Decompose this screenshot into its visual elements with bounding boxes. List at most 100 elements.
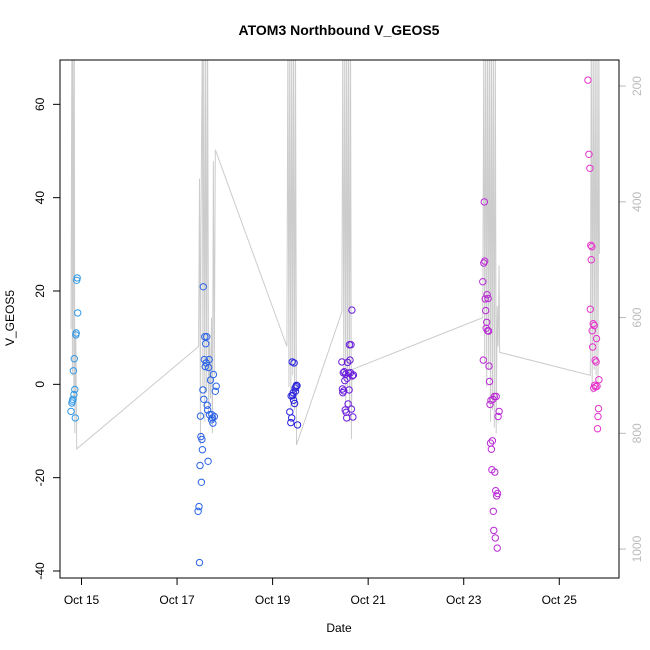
y-tick-label: 40 [33, 191, 47, 205]
data-point [70, 390, 78, 399]
data-point [485, 377, 494, 386]
data-point [345, 386, 353, 394]
x-tick-label: Oct 19 [255, 593, 291, 607]
data-point [198, 446, 207, 454]
data-point [286, 408, 294, 416]
data-point [212, 382, 220, 390]
axes: Oct 15 Oct 17 Oct 19 Oct 21 Oct 23 Oct 25 -40 -… [33, 76, 644, 607]
x-tick-label: Oct 25 [542, 593, 578, 607]
data-point [493, 544, 501, 552]
data-point [585, 150, 593, 159]
series-2 [194, 283, 220, 567]
x-tick-label: Oct 15 [64, 593, 100, 607]
data-point [592, 358, 600, 366]
data-point [588, 243, 596, 251]
data-point [586, 164, 594, 173]
data-point [344, 400, 352, 408]
data-point [493, 489, 502, 498]
y-tick-label: 20 [33, 284, 47, 298]
data-point [290, 359, 298, 367]
data-point [205, 355, 213, 364]
data-point [482, 306, 490, 315]
data-point [74, 309, 82, 317]
data-point [198, 435, 206, 444]
data-point [201, 362, 209, 371]
data-point [290, 399, 299, 408]
chart-title: ATOM3 Northbound V_GEOS5 [239, 22, 440, 38]
data-point [287, 418, 295, 427]
data-point [293, 382, 301, 390]
data-point [589, 343, 597, 351]
data-point [204, 457, 212, 465]
data-point [590, 321, 598, 330]
data-point [342, 408, 350, 416]
data-point [289, 396, 298, 404]
y2-tick-label: 1000 [630, 535, 644, 562]
data-point [202, 340, 210, 348]
data-point [339, 389, 347, 397]
data-point [209, 370, 218, 379]
data-point [491, 468, 499, 476]
pressure-line [70, 60, 600, 450]
data-point [587, 256, 595, 264]
data-point [491, 534, 499, 542]
pressure-profile [70, 60, 600, 450]
data-point [195, 558, 204, 567]
data-point [67, 407, 75, 416]
data-point [348, 306, 356, 314]
y2-tick-label: 800 [630, 423, 644, 443]
data-point [348, 372, 357, 380]
data-point [71, 414, 80, 422]
data-point [591, 356, 599, 364]
y-tick-label: 0 [33, 381, 47, 388]
data-point [199, 386, 207, 394]
series-3 [286, 358, 302, 429]
data-point [587, 241, 595, 250]
data-point [69, 395, 77, 403]
data-point [480, 198, 488, 206]
plot-frame [59, 59, 620, 579]
data-point [492, 392, 500, 401]
data-point [483, 291, 491, 299]
data-point [194, 507, 202, 515]
x-tick-label: Oct 23 [446, 593, 482, 607]
data-point [593, 425, 602, 433]
data-point [210, 412, 219, 421]
y-tick-label: 60 [33, 97, 47, 111]
data-point [485, 362, 493, 370]
series-1 [67, 274, 82, 422]
x-tick-label: Oct 21 [350, 593, 386, 607]
data-point [595, 376, 603, 384]
data-point [593, 382, 601, 390]
data-point [488, 437, 497, 445]
data-point [196, 461, 204, 470]
data-point [206, 376, 215, 384]
y2-tick-label: 600 [630, 307, 644, 327]
data-point [70, 355, 79, 363]
data-point [211, 387, 220, 395]
data-point [481, 257, 489, 265]
data-point [203, 333, 211, 341]
x-axis-label: Date [326, 621, 352, 635]
data-point [196, 412, 205, 420]
data-point [199, 283, 208, 291]
data-point [487, 445, 496, 453]
data-point [197, 478, 206, 486]
data-point [495, 407, 503, 416]
data-point [203, 406, 212, 414]
data-point [592, 334, 601, 343]
data-point [479, 356, 487, 364]
data-point [208, 411, 216, 419]
data-point [594, 404, 603, 413]
data-point [479, 278, 487, 286]
y2-tick-label: 200 [630, 76, 644, 96]
data-point [481, 295, 489, 303]
data-point [594, 412, 602, 421]
data-point [293, 421, 302, 429]
data-point [346, 356, 354, 364]
y-tick-label: -20 [33, 469, 47, 487]
data-point [588, 327, 596, 335]
data-point [347, 341, 355, 349]
series-5 [479, 198, 503, 552]
